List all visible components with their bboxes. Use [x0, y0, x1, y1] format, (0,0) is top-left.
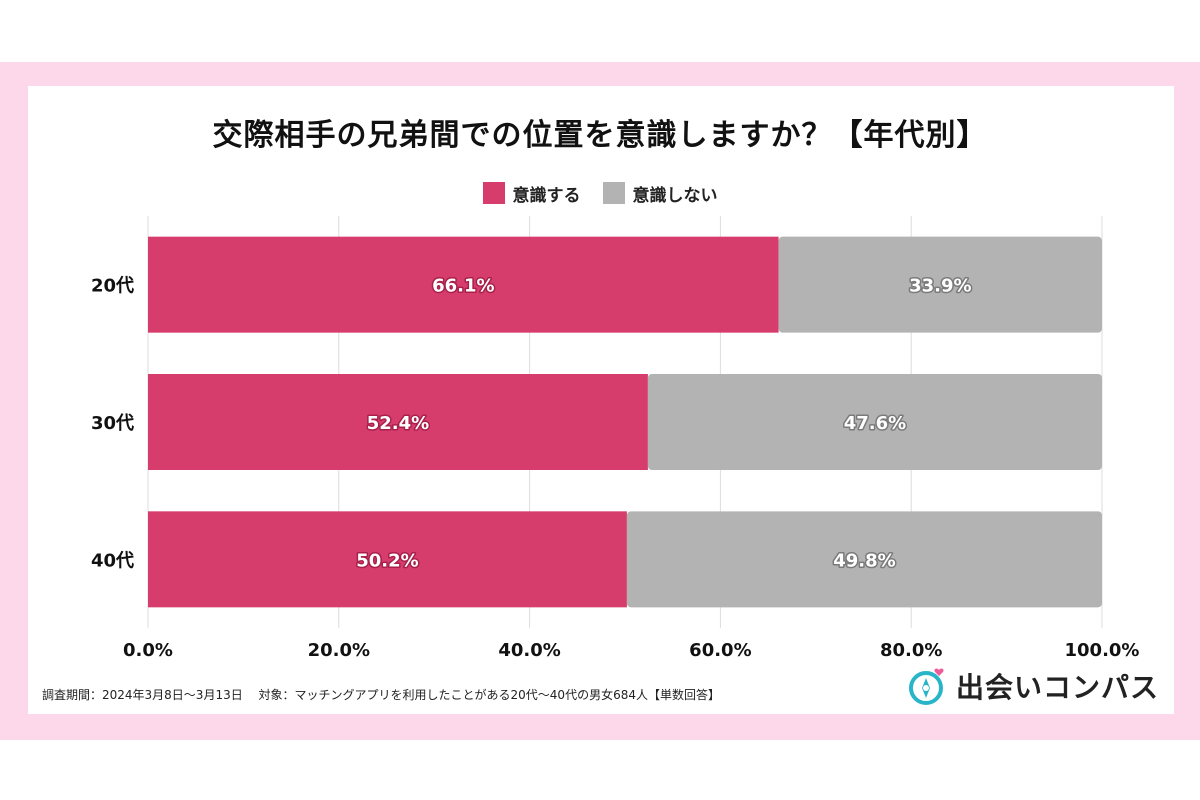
legend-label-aware: 意識する	[512, 185, 581, 206]
compass-icon	[909, 668, 944, 705]
bar-segment	[626, 511, 1102, 608]
legend-swatch-not-aware	[602, 182, 625, 204]
data-label: 50.2%	[356, 550, 418, 571]
bar-segment	[148, 236, 779, 333]
data-label: 47.6%	[844, 413, 906, 434]
x-tick-label: 20.0%	[308, 640, 370, 661]
x-tick-label: 40.0%	[498, 640, 560, 661]
data-label: 52.4%	[367, 413, 429, 434]
data-label: 66.1%	[432, 276, 494, 297]
data-label: 49.8%	[833, 550, 895, 571]
legend-swatch-aware	[482, 182, 505, 204]
chart-title: 交際相手の兄弟間での位置を意識しますか？【年代別】	[212, 118, 988, 153]
bar-segment	[647, 374, 1102, 470]
legend: 意識する 意識しない	[0, 180, 1200, 206]
footnote: 調査期間：2024年3月8日～3月13日 対象：マッチングアプリを利用したことが…	[42, 688, 720, 702]
logo: 出会いコンパス	[908, 664, 1159, 708]
bar-segment	[148, 511, 627, 608]
category-label: 40代	[91, 550, 134, 571]
legend-label-not-aware: 意識しない	[632, 185, 718, 206]
x-tick-label: 60.0%	[689, 640, 751, 661]
legend-item-not-aware: 意識しない	[602, 181, 718, 206]
category-label: 30代	[91, 413, 134, 434]
bar-segment	[148, 374, 648, 470]
logo-text: 出会いコンパス	[956, 671, 1160, 704]
bar-segment	[778, 236, 1102, 333]
x-tick-label: 0.0%	[123, 640, 173, 661]
data-label: 33.9%	[909, 276, 971, 297]
x-tick-label: 80.0%	[880, 640, 942, 661]
x-tick-label: 100.0%	[1065, 640, 1140, 661]
legend-item-aware: 意識する	[482, 181, 581, 206]
category-label: 20代	[91, 276, 134, 297]
